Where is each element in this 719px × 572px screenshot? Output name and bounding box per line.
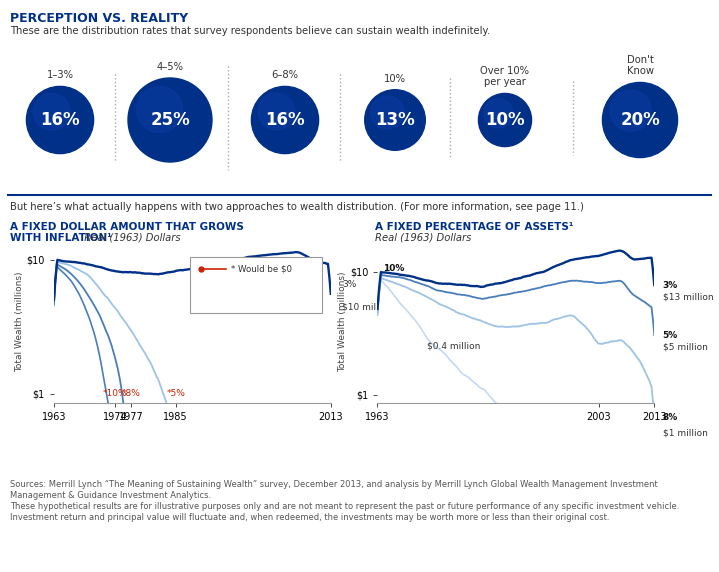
Y-axis label: Total Wealth (millions): Total Wealth (millions) xyxy=(15,272,24,372)
Circle shape xyxy=(128,78,212,162)
Text: $13 million: $13 million xyxy=(663,292,713,301)
Text: 3%: 3% xyxy=(342,280,356,289)
Circle shape xyxy=(484,99,513,128)
Circle shape xyxy=(33,93,70,130)
Circle shape xyxy=(252,86,319,154)
Text: 8%: 8% xyxy=(663,414,678,423)
Text: 16%: 16% xyxy=(40,111,80,129)
Text: A FIXED DOLLAR AMOUNT THAT GROWS: A FIXED DOLLAR AMOUNT THAT GROWS xyxy=(10,222,244,232)
Circle shape xyxy=(258,93,295,130)
Text: 25%: 25% xyxy=(150,111,190,129)
Circle shape xyxy=(603,82,677,157)
Text: $5 million: $5 million xyxy=(663,343,707,352)
Text: 5%: 5% xyxy=(663,331,678,340)
Text: 10%: 10% xyxy=(383,264,404,273)
Text: Don't
Know: Don't Know xyxy=(626,55,654,77)
Text: *8%: *8% xyxy=(122,389,141,398)
Text: But here’s what actually happens with two approaches to wealth distribution. (Fo: But here’s what actually happens with tw… xyxy=(10,202,584,212)
Circle shape xyxy=(478,93,531,146)
Text: WITH INFLATION¹: WITH INFLATION¹ xyxy=(10,233,111,243)
Text: Real (1963) Dollars: Real (1963) Dollars xyxy=(375,233,472,243)
Circle shape xyxy=(27,86,93,154)
Circle shape xyxy=(365,90,425,150)
Text: 10%: 10% xyxy=(384,74,406,84)
Text: Real (1963) Dollars: Real (1963) Dollars xyxy=(78,233,180,243)
FancyBboxPatch shape xyxy=(190,257,322,313)
Text: Over 10%
per year: Over 10% per year xyxy=(480,66,529,88)
Text: 3%: 3% xyxy=(663,281,678,289)
Text: These hypothetical results are for illustrative purposes only and are not meant : These hypothetical results are for illus… xyxy=(10,502,679,511)
Text: $1 million: $1 million xyxy=(663,429,707,438)
Circle shape xyxy=(371,96,404,129)
Text: A FIXED PERCENTAGE OF ASSETS¹: A FIXED PERCENTAGE OF ASSETS¹ xyxy=(375,222,573,232)
Text: 16%: 16% xyxy=(265,111,305,129)
Text: 10%: 10% xyxy=(485,111,525,129)
Circle shape xyxy=(137,86,183,133)
Text: $0.4 million: $0.4 million xyxy=(427,341,481,350)
Text: *5%: *5% xyxy=(166,389,186,398)
Text: 13%: 13% xyxy=(375,111,415,129)
Text: These are the distribution rates that survey respondents believe can sustain wea: These are the distribution rates that su… xyxy=(10,26,490,36)
Text: Sources: Merrill Lynch “The Meaning of Sustaining Wealth” survey, December 2013,: Sources: Merrill Lynch “The Meaning of S… xyxy=(10,480,658,489)
Text: 20%: 20% xyxy=(620,111,660,129)
Y-axis label: Total Wealth (millions): Total Wealth (millions) xyxy=(339,272,347,372)
Text: PERCEPTION VS. REALITY: PERCEPTION VS. REALITY xyxy=(10,12,188,25)
Text: 6–8%: 6–8% xyxy=(272,70,298,81)
Text: Management & Guidance Investment Analytics.: Management & Guidance Investment Analyti… xyxy=(10,491,211,500)
Text: *10%: *10% xyxy=(103,389,127,398)
Text: 4–5%: 4–5% xyxy=(157,62,183,72)
Text: Investment return and principal value will fluctuate and, when redeemed, the inv: Investment return and principal value wi… xyxy=(10,513,610,522)
Text: $10 million: $10 million xyxy=(342,303,393,312)
Circle shape xyxy=(610,90,651,131)
Text: * Would be $0: * Would be $0 xyxy=(231,265,292,274)
Text: 1–3%: 1–3% xyxy=(47,70,73,81)
